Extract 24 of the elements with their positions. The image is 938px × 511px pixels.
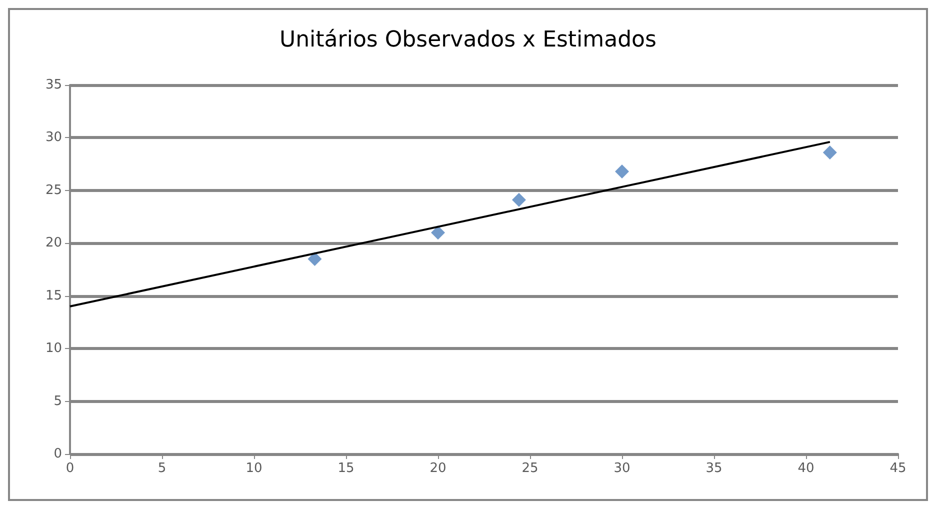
x-tick-label: 0: [66, 461, 74, 476]
x-tick-label: 35: [706, 461, 722, 476]
y-tick-label: 10: [45, 341, 62, 356]
x-tick-label: 10: [246, 461, 262, 476]
x-tick-label: 20: [430, 461, 446, 476]
point: [615, 164, 629, 178]
x-tick-label: 40: [798, 461, 814, 476]
y-tick-label: 20: [45, 236, 62, 251]
x-tick-label: 5: [158, 461, 166, 476]
point: [822, 145, 837, 160]
chart-title: Unitários Observados x Estimados: [280, 28, 656, 52]
y-tick-label: 25: [45, 182, 62, 198]
y-tick-label: 15: [45, 288, 62, 304]
y-tick-label: 35: [45, 78, 62, 92]
y-tick-label: 5: [54, 394, 62, 409]
point: [308, 252, 322, 266]
x-tick-label: 25: [522, 461, 538, 476]
point: [431, 226, 445, 240]
point: [512, 192, 526, 207]
x-tick-label: 15: [338, 461, 354, 476]
y-tick-label: 30: [45, 130, 62, 146]
y-tick-label: 0: [54, 446, 62, 462]
x-tick-label: 45: [890, 461, 906, 476]
x-tick-label: 30: [614, 461, 630, 476]
